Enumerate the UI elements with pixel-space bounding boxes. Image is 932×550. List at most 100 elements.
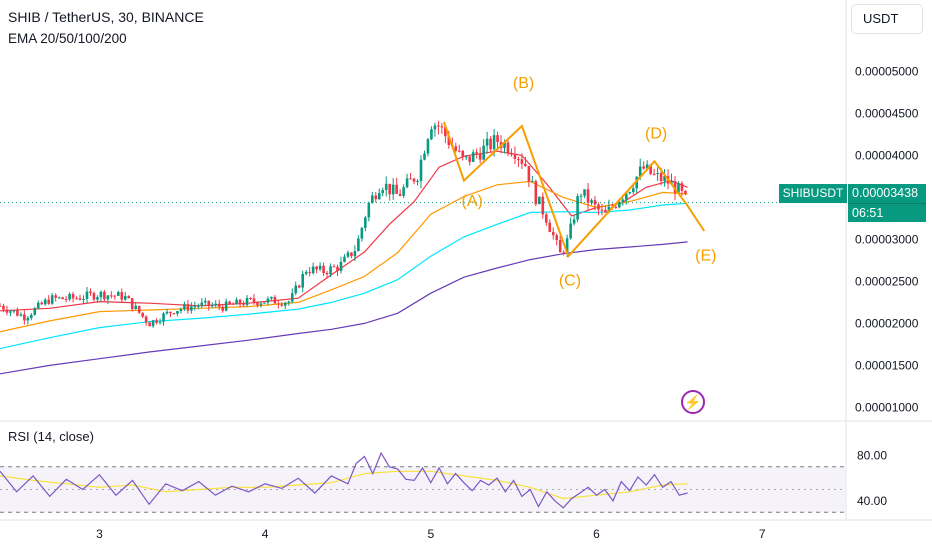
candle-body [395,184,398,194]
candle-body [294,285,298,294]
candle-body [186,304,190,311]
candle-body [263,302,266,304]
candle-body [444,127,447,137]
candle-body [384,183,388,190]
candle-body [576,196,579,220]
wave-pattern [443,121,706,259]
candle-body [134,305,137,310]
candle-body [503,142,506,149]
candle-body [541,196,545,215]
candle-body [311,266,315,274]
candle-body [214,303,218,306]
candle-body [391,184,395,195]
candle-body [270,296,273,299]
time-tick-label: 5 [427,527,434,541]
price-tag-value: 0.00003438 [848,184,926,203]
candle-body [113,295,117,297]
candle-body [151,320,155,327]
candle-body [71,293,75,299]
candle-body [482,145,485,160]
candle-body [183,304,186,310]
candle-body [388,183,391,195]
candle-body [332,266,336,268]
time-tick-label: 3 [96,527,103,541]
candle-body [649,164,652,174]
candle-body [419,159,423,181]
ema-lines [0,150,688,375]
candle-body [259,303,263,306]
wave-label: (D) [645,126,667,143]
candle-body [96,297,99,300]
candle-body [496,135,499,143]
candle-body [249,297,252,299]
candle-body [325,272,329,275]
candle-body [68,293,71,300]
candle-body [169,311,172,314]
candle-body [569,223,572,239]
candle-body [92,293,96,300]
candle-body [238,299,242,305]
price-tick-label: 0.00004500 [855,106,919,120]
candle-body [158,321,162,323]
candle-body [538,196,541,205]
candle-body [548,222,552,232]
candle-body [663,176,666,182]
candle-body [583,189,586,196]
candle-body [228,301,231,304]
candle-body [492,135,496,150]
candle-body [329,266,332,275]
candle-body [117,292,120,296]
price-tick-label: 0.00005000 [855,64,919,78]
candle-body [2,305,5,310]
candle-body [402,187,405,196]
candle-body [176,311,179,314]
candle-body [454,146,458,151]
candle-body [381,189,385,194]
candle-body [670,181,673,184]
candle-body [179,309,183,312]
candle-body [123,296,127,300]
candle-body [520,159,524,164]
candle-body [193,306,197,308]
candle-body [517,158,520,160]
candle-body [635,176,639,189]
candle-body [631,188,635,192]
candle-body [23,314,26,321]
candle-body [364,217,367,228]
candle-body [290,293,294,302]
candle-body [513,154,517,159]
ema-line [0,180,688,333]
price-axis: 0.00005000 0.00004500 0.00004000 0.00003000… [855,64,919,508]
candle-body [224,301,228,311]
candle-body [461,150,465,157]
wave-label: (B) [513,75,534,92]
candle-body [343,256,346,262]
candle-body [221,306,224,311]
candle-body [284,302,287,306]
candle-body [457,150,461,152]
candle-body [130,298,134,310]
price-tick-label: 0.00002000 [855,316,919,330]
currency-button[interactable]: USDT [851,4,923,34]
ema-line [0,150,688,312]
lightning-icon[interactable]: ⚡ [681,390,705,414]
candle-body [412,178,416,182]
time-tick-label: 4 [262,527,269,541]
candle-body [597,204,600,210]
candle-body [430,129,433,140]
candle-body [656,173,659,175]
rsi-indicator-label[interactable]: RSI (14, close) [8,429,94,444]
candle-body [673,181,677,193]
candle-body [339,261,343,271]
candle-body [162,313,165,322]
ema-indicator-label[interactable]: EMA 20/50/100/200 [8,31,127,46]
price-tag-symbol: SHIBUSDT [779,184,847,203]
candle-body [604,209,607,213]
candle-body [287,301,291,303]
candle-body [374,195,378,200]
candle-body [252,298,256,303]
candle-body [416,180,419,182]
wave-label: (E) [695,247,716,264]
candle-body [628,191,632,194]
